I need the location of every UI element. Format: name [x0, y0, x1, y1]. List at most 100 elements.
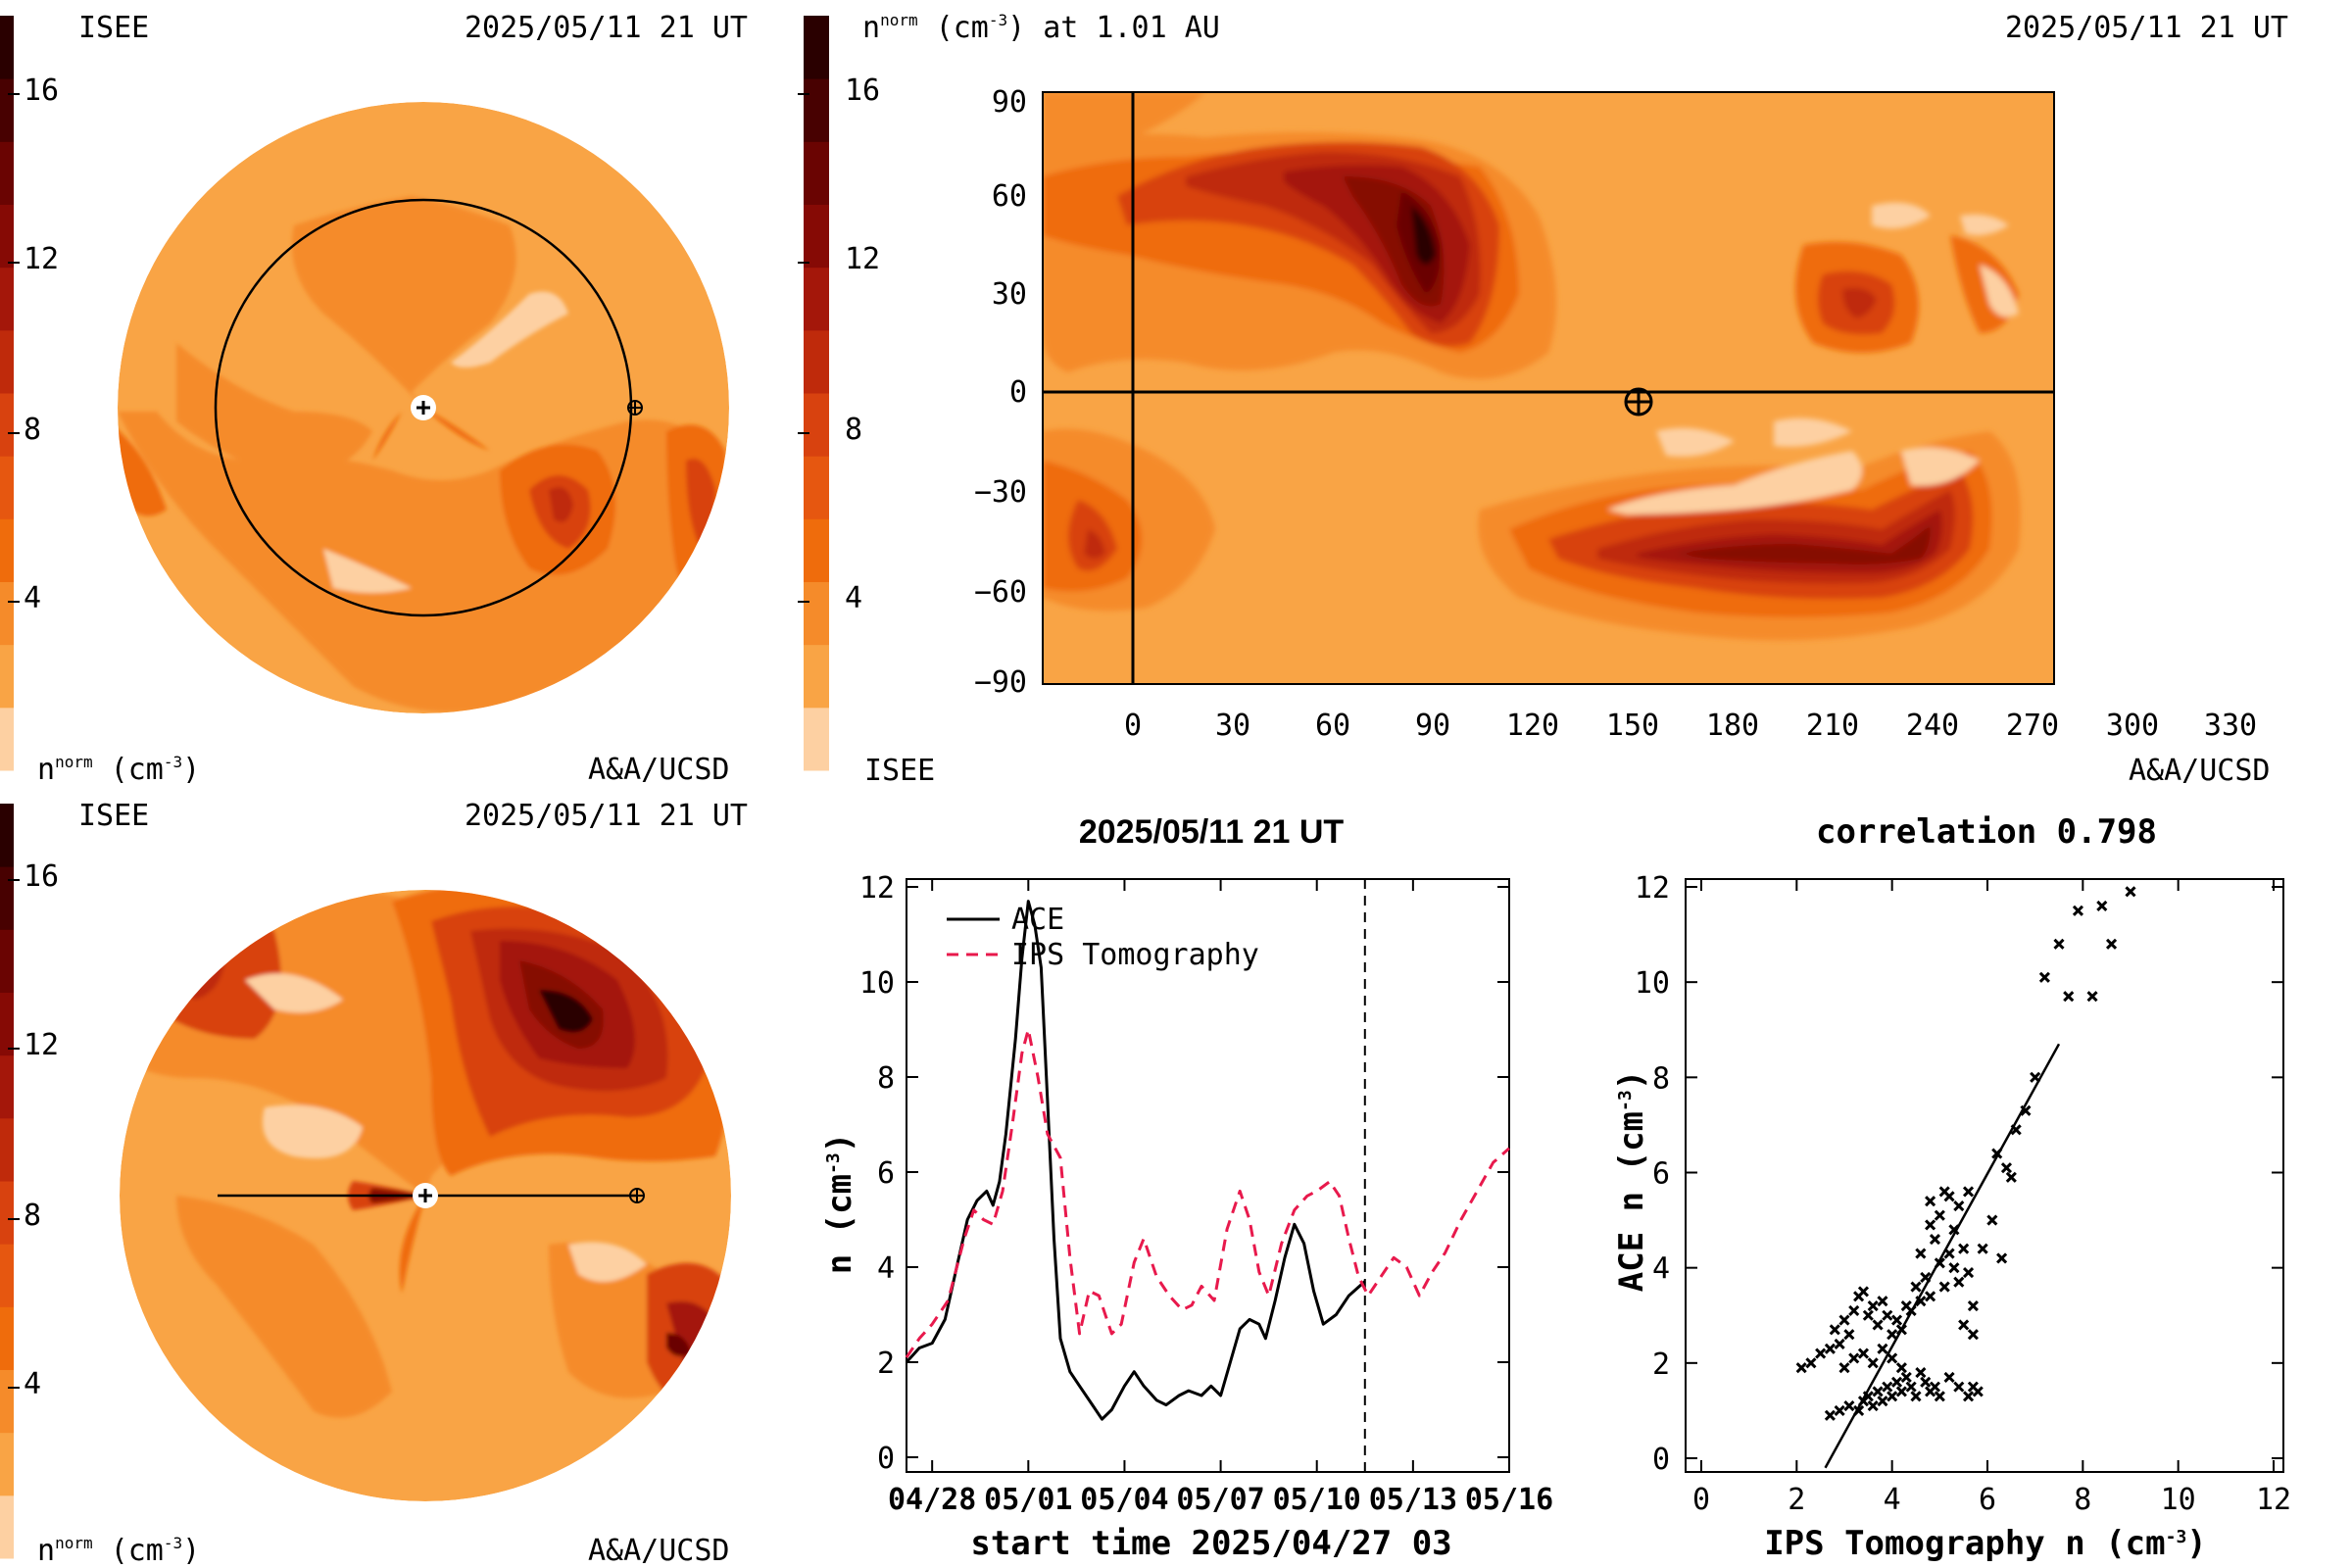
svg-text:ACE n (cm-3): ACE n (cm-3) — [1612, 1070, 1651, 1292]
scatter-point — [1967, 1299, 1979, 1312]
scatter-point — [1920, 1271, 1932, 1283]
x-axis-label: IPS Tomography n (cm-3) — [1764, 1524, 2207, 1563]
scatter-point — [1929, 1233, 1941, 1246]
series-line-ace — [905, 900, 1366, 1421]
scatter-point — [1986, 1214, 1998, 1226]
colorbar-segment — [0, 267, 14, 331]
y-tick-label: 6 — [877, 1156, 895, 1191]
x-tick-label: 0 — [1692, 1483, 1710, 1517]
scatter-point — [1915, 1366, 1927, 1379]
scatter-point — [1905, 1304, 1917, 1316]
colorbar-top-left — [0, 16, 14, 771]
panel-bottom-left: 16 12 8 4 ISEE 2025/05/11 21 UT — [0, 799, 748, 1568]
y-tick-label: 8 — [1652, 1061, 1670, 1096]
y-tick-label: 10 — [1635, 966, 1670, 1001]
y-tick-label: 0 — [1652, 1443, 1670, 1477]
y-tick-label: 60 — [992, 179, 1027, 214]
scatter-point — [1934, 1209, 1945, 1221]
scatter-point — [1972, 1386, 1984, 1397]
map-frame — [1042, 91, 2055, 685]
colorbar-segment — [804, 267, 829, 331]
scatter-point — [1886, 1391, 1898, 1402]
x-tick-label: 270 — [2006, 709, 2059, 743]
plot-area: 0 2 4 6 8 10 12 0 2 4 6 8 10 12 — [1635, 871, 2291, 1517]
colorbar-segment — [0, 518, 14, 582]
x-tick-label: 2 — [1788, 1483, 1805, 1517]
scatter-point — [1862, 1391, 1874, 1402]
colorbar-bottom-left — [0, 804, 14, 1559]
colorbar-segment — [804, 707, 829, 771]
colorbar-segment — [804, 16, 829, 79]
colorbar-segment — [0, 1117, 14, 1182]
map-y-axis: 90 60 30 0 −30 −60 −90 — [974, 85, 1027, 700]
colorbar-segment — [804, 518, 829, 582]
scatter-point — [1895, 1324, 1907, 1336]
scatter-point — [1877, 1343, 1888, 1354]
scatter-point — [1962, 1266, 1975, 1279]
scatter-point — [1805, 1357, 1817, 1369]
colorbar-segment — [0, 1494, 14, 1559]
scatter-point — [1934, 1257, 1945, 1269]
legend-label-ace: ACE — [1011, 903, 1064, 937]
scatter-point — [1815, 1348, 1827, 1359]
credit-label: A&A/UCSD — [2129, 754, 2271, 788]
scatter-point — [1838, 1314, 1850, 1326]
scatter-point — [1824, 1409, 1836, 1421]
svg-text:IPS Tomography n (cm-3): IPS Tomography n (cm-3) — [1764, 1524, 2207, 1563]
colorbar-ticks-top-left: 16 12 8 4 — [8, 74, 59, 615]
colorbar-tick-label: 8 — [845, 413, 862, 447]
scatter-point — [1929, 1381, 1941, 1393]
scatter-point — [2105, 938, 2118, 950]
scatter-point — [1920, 1376, 1932, 1388]
scatter-point — [2096, 900, 2108, 911]
y-tick-label: 2 — [877, 1347, 895, 1381]
x-tick-label: 05/10 — [1273, 1483, 1361, 1517]
x-tick-label: 12 — [2256, 1483, 2291, 1517]
legend-label-ips: IPS Tomography — [1011, 938, 1259, 972]
svg-text:nnorm (cm-3) at 1.01 AU: nnorm (cm-3) at 1.01 AU — [862, 11, 1220, 45]
y-tick-label: 12 — [1635, 871, 1670, 906]
y-tick-label: 6 — [1652, 1157, 1670, 1192]
x-tick-label: 05/16 — [1465, 1483, 1553, 1517]
synoptic-density-map — [1043, 92, 2054, 684]
x-tick-label: 300 — [2106, 709, 2159, 743]
scatter-point — [1953, 1381, 1965, 1393]
scatter-point — [1967, 1329, 1979, 1341]
earth-marker — [629, 1188, 645, 1203]
scatter-point — [1996, 1252, 2008, 1264]
x-tick-label: 05/04 — [1080, 1483, 1168, 1517]
credit-label: A&A/UCSD — [588, 753, 730, 784]
x-tick-label: 180 — [1706, 709, 1759, 743]
y-tick-label: 0 — [877, 1442, 895, 1476]
scatter-point — [1900, 1371, 1912, 1383]
colorbar-segment — [804, 644, 829, 709]
scatter-point — [2005, 1171, 2017, 1183]
scatter-point — [1857, 1286, 1870, 1298]
y-tick-label: 30 — [992, 277, 1027, 312]
scatter-point — [1958, 1319, 1970, 1331]
x-tick-label: 4 — [1884, 1483, 1901, 1517]
colorbar-segment — [804, 78, 829, 142]
scatter-point — [1895, 1362, 1907, 1374]
scatter-chart: correlation 0.798 0 2 4 6 8 10 12 0 2 4 6 8 10 12 ACE… — [1612, 812, 2291, 1563]
scatter-point — [1925, 1196, 1936, 1207]
colorbar-segment — [0, 929, 14, 993]
svg-text:nnorm (cm-3): nnorm (cm-3) — [37, 753, 200, 784]
panel-timestamp: 2025/05/11 21 UT — [465, 11, 748, 45]
scatter-point — [1877, 1396, 1888, 1407]
map-x-axis: 0 30 60 90 120 150 180 210 240 270 300 3… — [1124, 709, 2257, 743]
colorbar-tick-label: 4 — [24, 1367, 41, 1401]
scatter-point — [2125, 886, 2136, 898]
scatter-point — [1991, 1148, 2003, 1159]
colorbar-segment — [0, 707, 14, 771]
x-tick-label: 240 — [1906, 709, 1959, 743]
scatter-point — [2053, 938, 2065, 950]
colorbar-ticks-bottom-left: 16 12 8 4 — [8, 859, 59, 1401]
scatter-point — [1867, 1399, 1879, 1412]
colorbar-segment — [804, 581, 829, 646]
svg-text:n (cm-3): n (cm-3) — [820, 1133, 859, 1275]
x-tick-label: 6 — [1979, 1483, 1996, 1517]
scatter-point — [1872, 1319, 1884, 1331]
